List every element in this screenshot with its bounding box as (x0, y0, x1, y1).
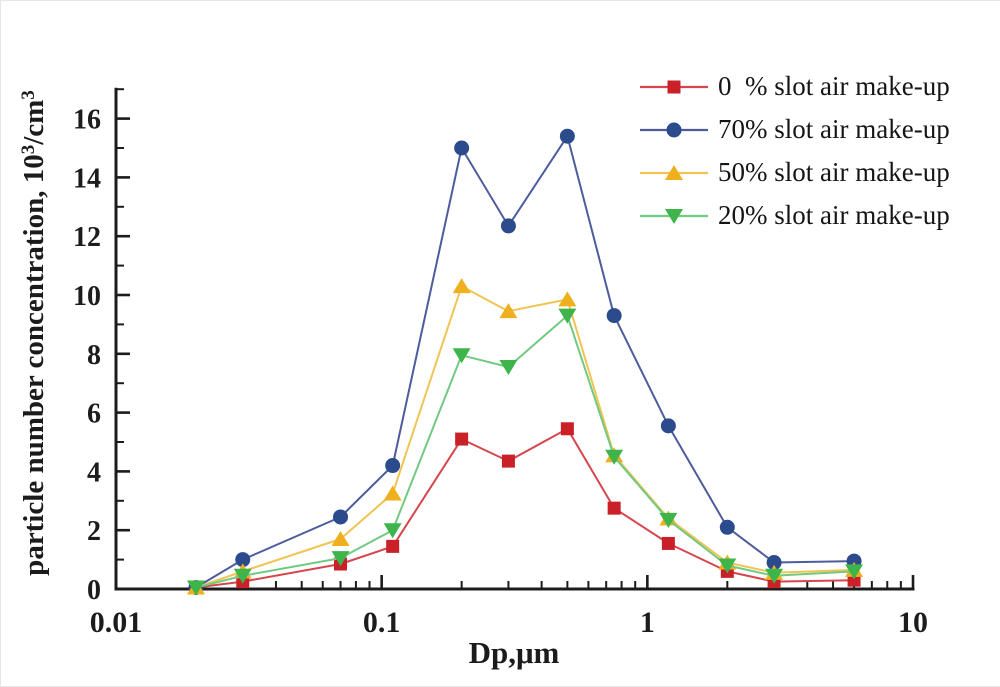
data-point-series-2 (499, 303, 518, 319)
y-tick-label: 2 (87, 516, 101, 547)
legend-marker (666, 122, 682, 137)
data-point-series-3 (452, 348, 471, 364)
x-tick-label: 0.01 (90, 606, 143, 639)
legend-marker-square-icon (640, 80, 708, 93)
legend-item-0: 0 % slot air make-up (638, 65, 950, 108)
series-line-1 (195, 135, 855, 589)
data-point-series-2 (558, 291, 577, 307)
data-point-series-1 (660, 418, 676, 434)
data-point-series-1 (333, 509, 349, 525)
legend-marker (665, 208, 683, 224)
legend-label: 20% slot air make-up (718, 200, 950, 230)
data-point-series-3 (605, 449, 624, 465)
y-tick-label: 8 (87, 340, 101, 371)
y-tick-label: 0 (87, 575, 101, 606)
data-point-series-3 (233, 568, 252, 584)
y-axis-title-text: particle number concentration, 10 (18, 154, 50, 576)
data-point-series-3 (765, 568, 784, 584)
x-tick-label: 10 (898, 606, 928, 639)
y-axis-title-superscript: 3 (17, 144, 39, 155)
data-point-series-0 (607, 501, 621, 515)
data-point-series-3 (499, 360, 518, 376)
data-point-series-1 (500, 218, 516, 234)
y-tick-label: 14 (73, 163, 101, 194)
data-point-series-3 (558, 308, 577, 324)
data-point-series-1 (719, 519, 735, 535)
legend-marker (667, 80, 681, 93)
data-point-series-3 (186, 580, 205, 596)
y-tick-label: 10 (73, 281, 101, 312)
legend-label: 0 % slot air make-up (718, 71, 950, 101)
data-point-series-0 (455, 432, 469, 446)
legend-marker (665, 164, 683, 180)
x-axis-title: Dp,μm (468, 635, 560, 670)
data-point-series-1 (235, 552, 251, 568)
data-point-series-3 (659, 512, 678, 528)
data-point-series-2 (331, 531, 350, 547)
y-tick-label: 4 (87, 457, 101, 488)
data-point-series-0 (847, 573, 861, 587)
data-point-series-2 (383, 485, 402, 501)
data-point-series-2 (452, 278, 471, 294)
data-point-series-0 (386, 539, 400, 553)
y-tick-label: 6 (87, 399, 101, 430)
data-point-series-3 (718, 558, 737, 574)
data-point-series-1 (766, 555, 782, 571)
series-line-0 (195, 427, 855, 589)
data-point-series-3 (383, 523, 402, 539)
data-point-series-0 (661, 536, 675, 550)
y-tick-label: 16 (73, 105, 101, 136)
series-line-3 (195, 314, 855, 589)
data-point-series-0 (560, 422, 574, 436)
y-axis-title-superscript: 3 (17, 90, 39, 100)
legend-item-1: 70% slot air make-up (638, 108, 950, 151)
legend-marker-triangle-up-icon (640, 164, 708, 180)
legend-item-3: 20% slot air make-up (638, 194, 950, 237)
data-point-series-1 (454, 140, 470, 156)
legend-label: 70% slot air make-up (718, 114, 950, 144)
y-tick-label: 12 (73, 222, 101, 253)
data-point-series-3 (331, 551, 350, 567)
data-point-series-1 (559, 128, 575, 144)
data-point-series-3 (845, 564, 864, 580)
legend-marker-circle-icon (640, 122, 708, 137)
data-point-series-1 (606, 308, 622, 324)
legend-label: 50% slot air make-up (718, 157, 950, 187)
series-line-2 (195, 285, 855, 589)
x-tick-label: 1 (640, 606, 655, 639)
x-tick-label: 0.1 (363, 606, 401, 639)
y-axis-title-text: /cm (18, 99, 50, 145)
legend-item-2: 50% slot air make-up (638, 151, 950, 194)
legend: 0 % slot air make-up 70% slot air make-up… (638, 65, 950, 237)
legend-marker-triangle-down-icon (640, 208, 708, 224)
data-point-series-0 (501, 454, 515, 468)
data-point-series-1 (385, 458, 401, 474)
y-axis-title: particle number concentration, 103/cm3 (18, 23, 64, 643)
